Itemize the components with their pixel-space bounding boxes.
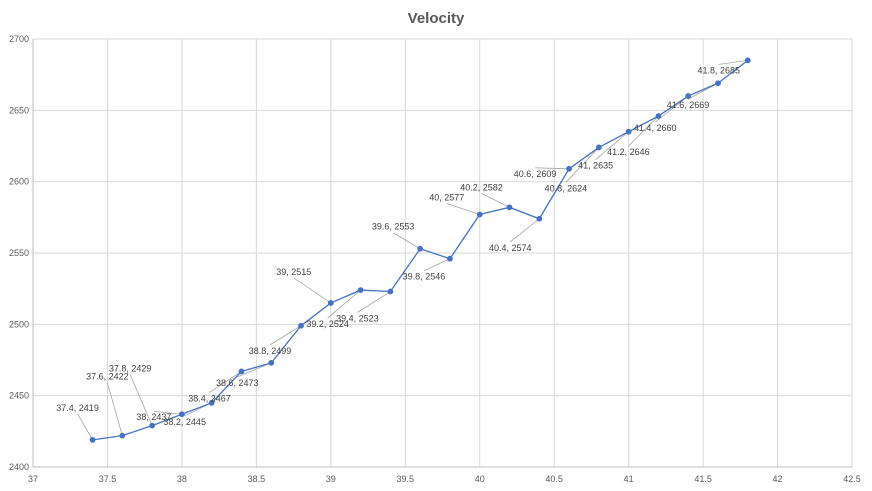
data-label: 37.8, 2429 [109,364,152,374]
axes [32,39,852,468]
data-point [536,215,543,222]
x-tick-label: 37 [28,474,38,484]
data-point [89,436,96,443]
chart-title: Velocity [408,10,465,27]
data-label: 40.4, 2574 [489,243,532,253]
data-label: 40.2, 2582 [460,182,503,192]
data-label: 41.6, 2669 [667,100,710,110]
data-label: 37.4, 2419 [56,403,99,413]
data-label-leader [628,115,659,147]
data-point [238,368,245,375]
data-point [417,245,424,252]
x-tick-label: 39.5 [397,474,415,484]
data-label-leader [129,374,153,426]
data-label-leader [595,131,629,161]
data-label-leader [481,192,510,208]
data-label-leader [209,371,242,393]
y-tick-label: 2500 [9,319,29,329]
data-label: 38.8, 2499 [249,346,292,356]
data-label-leader [535,167,570,170]
data-point [208,399,215,406]
y-tick-label: 2450 [9,391,29,401]
data-point [298,322,304,329]
data-label-leader [77,413,93,441]
y-tick-label: 2700 [9,34,29,44]
x-tick-label: 38.5 [248,474,266,484]
label-leaders [77,60,748,441]
x-tick-label: 41.5 [694,474,712,484]
x-tick-labels: 37 37.5 38 38.5 39 39.5 40 40.5 41 41.5 42 42.5 [28,474,861,484]
x-tick-label: 38 [177,474,187,484]
data-label: 39, 2515 [276,267,311,277]
data-point [268,359,275,366]
data-point [506,204,513,211]
data-label: 41, 2635 [578,161,613,171]
data-point [595,144,602,151]
y-tick-label: 2550 [9,248,29,258]
data-label: 38.2, 2445 [163,417,206,427]
data-point [655,113,662,119]
data-label: 38.4, 2467 [188,393,231,403]
data-label-leader [392,232,421,250]
data-label: 41.2, 2646 [607,147,650,157]
x-tick-label: 42 [773,474,783,484]
x-tick-label: 40 [475,474,485,484]
data-point [119,432,126,439]
data-label: 38.6, 2473 [216,378,259,388]
data-label-leader [327,289,361,319]
data-point [566,165,572,172]
x-tick-label: 37.5 [99,474,117,484]
data-point [327,300,334,306]
x-tick-label: 39 [326,474,336,484]
x-tick-label: 41 [624,474,634,484]
data-point [685,93,692,99]
data-point [744,57,751,64]
markers [89,57,751,443]
data-label-leader [718,60,748,65]
data-point [149,422,156,429]
data-label: 41.8, 2685 [697,65,740,75]
data-point [447,255,453,262]
data-label: 40, 2577 [429,192,464,202]
data-label-leader [565,147,600,183]
data-label: 39.8, 2546 [403,272,446,282]
data-label-leader [106,382,123,436]
data-label-leader [510,218,540,243]
x-tick-label: 40.5 [545,474,563,484]
y-tick-label: 2400 [9,462,29,472]
x-tick-label: 42.5 [843,474,861,484]
data-point [715,80,721,87]
data-label-leader [357,291,391,313]
y-tick-labels: 2400 2450 2500 2550 2600 2650 2700 [9,34,29,472]
data-label-leader [446,203,480,215]
data-point [476,211,483,218]
data-label: 39.2, 2524 [306,319,349,329]
data-label: 37.6, 2422 [86,372,129,382]
data-label: 39.6, 2553 [372,222,415,232]
data-label-leader [269,325,302,346]
data-point [179,411,185,418]
data-point [387,288,394,295]
data-label: 41.4, 2660 [634,123,677,133]
grid [32,38,853,468]
data-point [357,287,364,293]
data-label-leader [423,258,451,272]
data-label-leader [153,410,182,415]
data-label-leader [237,362,272,378]
y-tick-label: 2600 [9,177,29,187]
data-label-leader [293,277,332,304]
data-label: 38, 2437 [136,412,171,422]
data-label: 40.6, 2609 [514,169,557,179]
y-tick-label: 2650 [9,105,29,115]
data-label: 39.4, 2523 [336,314,379,324]
data-point [625,128,632,135]
data-label: 40.8, 2624 [545,183,588,193]
